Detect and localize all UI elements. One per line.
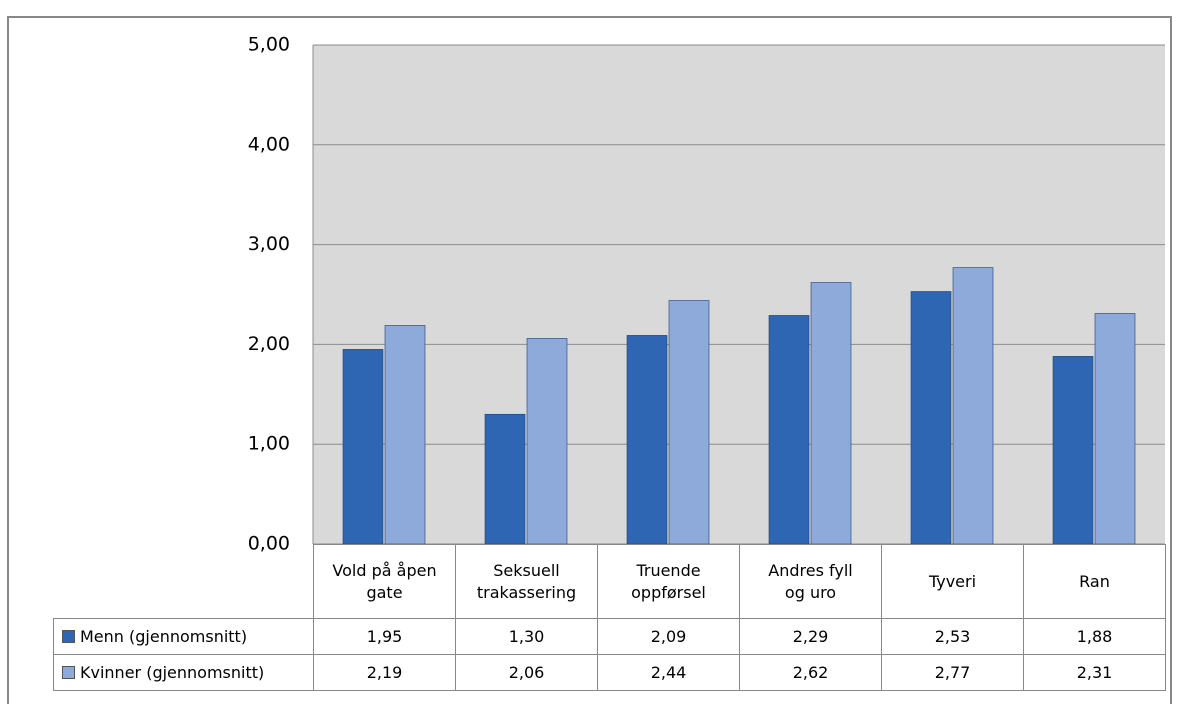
- y-tick-label: 2,00: [248, 333, 290, 355]
- bar: [1052, 356, 1094, 545]
- table-value: 2,31: [1023, 654, 1166, 691]
- y-tick-label: 1,00: [248, 433, 290, 455]
- table-value: 2,29: [739, 618, 882, 655]
- category-label: Seksuell trakassering: [455, 544, 598, 619]
- bar: [342, 349, 384, 545]
- plot-area: [313, 45, 1165, 544]
- y-tick-label: 3,00: [248, 233, 290, 255]
- category-label: Vold på åpen gate: [313, 544, 456, 619]
- y-tick-label: 5,00: [248, 34, 290, 56]
- table-value: 2,19: [313, 654, 456, 691]
- legend-entry: Kvinner (gjennomsnitt): [53, 654, 314, 691]
- table-value: 2,06: [455, 654, 598, 691]
- legend-swatch: [62, 630, 75, 643]
- bar: [668, 300, 710, 545]
- bar: [626, 335, 668, 545]
- bar: [484, 413, 526, 545]
- bar: [526, 338, 568, 545]
- table-value: 2,53: [881, 618, 1024, 655]
- bar: [810, 282, 852, 545]
- bar: [384, 325, 426, 545]
- legend-entry: Menn (gjennomsnitt): [53, 618, 314, 655]
- legend-label: Menn (gjennomsnitt): [80, 626, 248, 646]
- legend-label: Kvinner (gjennomsnitt): [80, 662, 265, 682]
- y-tick-label: 0,00: [248, 533, 290, 555]
- chart-border: [7, 16, 1172, 704]
- category-label: Andres fyll og uro: [739, 544, 882, 619]
- table-value: 2,44: [597, 654, 740, 691]
- table-value: 1,88: [1023, 618, 1166, 655]
- bar: [1094, 313, 1136, 545]
- bar: [910, 291, 952, 545]
- table-value: 2,09: [597, 618, 740, 655]
- table-value: 2,77: [881, 654, 1024, 691]
- table-value: 1,95: [313, 618, 456, 655]
- bar: [952, 267, 994, 545]
- legend-swatch: [62, 666, 75, 679]
- category-label: Tyveri: [881, 544, 1024, 619]
- y-tick-label: 4,00: [248, 133, 290, 155]
- category-label: Truende oppførsel: [597, 544, 740, 619]
- category-label: Ran: [1023, 544, 1166, 619]
- bar: [768, 315, 810, 545]
- table-value: 2,62: [739, 654, 882, 691]
- table-value: 1,30: [455, 618, 598, 655]
